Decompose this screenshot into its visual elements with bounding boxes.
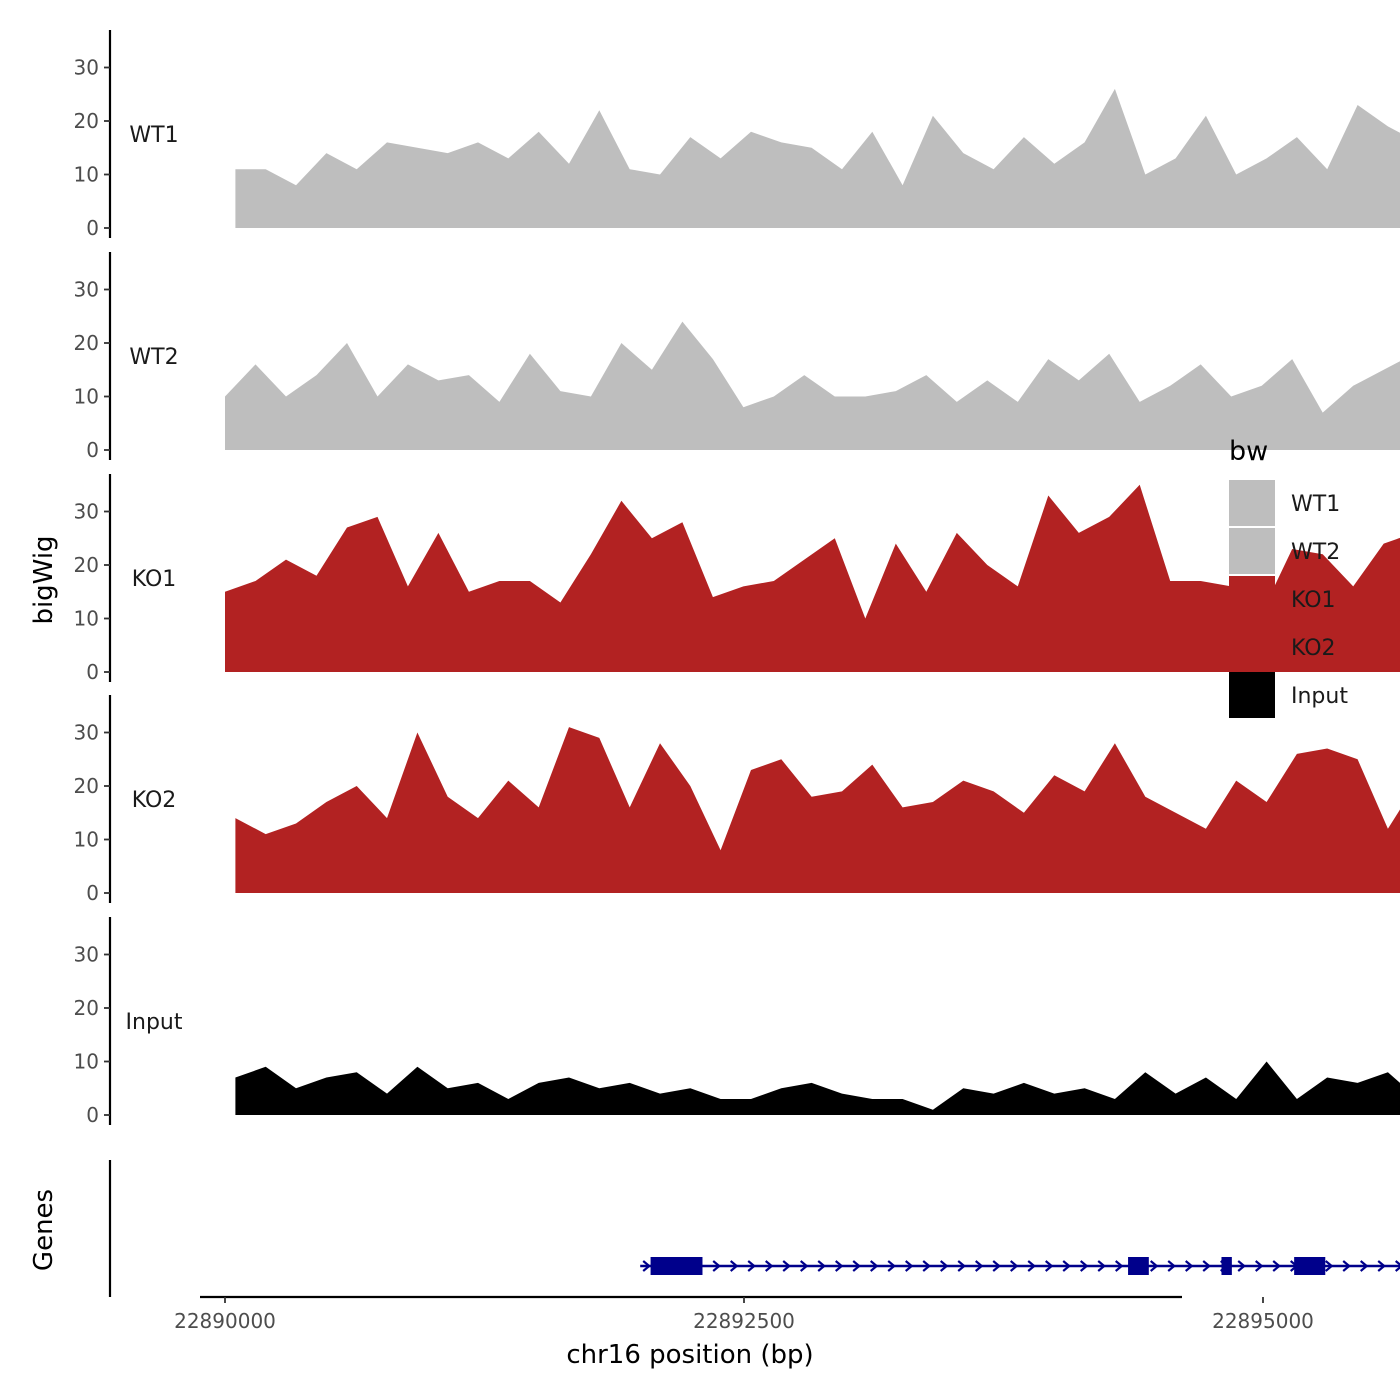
- strand-arrow: [1044, 1260, 1054, 1272]
- strand-arrow: [782, 1260, 791, 1272]
- y-tick-label: 30: [74, 943, 99, 967]
- strand-arrow: [1027, 1260, 1036, 1272]
- x-tick-label: 22890000: [174, 1309, 276, 1333]
- gene-exon: [650, 1257, 703, 1275]
- strand-arrow: [957, 1260, 966, 1272]
- x-axis: 22890000228925002289500022897500: [174, 1295, 1314, 1333]
- y-axis-title: bigWig: [29, 535, 59, 624]
- track-input: 0 10 20 30 Input: [74, 917, 1400, 1127]
- y-tick-label: 10: [74, 385, 99, 409]
- strand-arrow: [1254, 1260, 1264, 1272]
- y-tick-label: 30: [74, 56, 99, 80]
- x-axis-title: chr16 position (bp): [566, 1340, 813, 1370]
- track-label: WT1: [129, 123, 178, 148]
- strand-arrow: [1184, 1260, 1194, 1272]
- y-tick-label: 20: [74, 553, 99, 577]
- strand-arrow: [1237, 1260, 1246, 1272]
- gene-exon: [1221, 1257, 1232, 1275]
- area-ko1: [225, 484, 1400, 672]
- track-ko2: 0 10 20 30 KO2: [74, 695, 1400, 905]
- gene-track: Ahsg: [108, 1160, 1400, 1297]
- strand-arrow: [974, 1260, 984, 1272]
- area-input: [235, 1061, 1400, 1115]
- y-tick-label: 0: [86, 216, 99, 240]
- strand-arrow: [1342, 1260, 1351, 1272]
- strand-arrow: [1009, 1260, 1019, 1272]
- track-wt2: 0 10 20 30 WT2: [74, 252, 1400, 462]
- strand-arrow: [922, 1260, 931, 1272]
- track-label: WT2: [129, 345, 178, 370]
- strand-arrow: [1149, 1260, 1159, 1272]
- strand-arrow: [992, 1260, 1001, 1272]
- legend-swatch-ko1: [1229, 576, 1275, 622]
- legend-label-wt1: WT1: [1291, 492, 1340, 517]
- strand-arrow: [1114, 1260, 1124, 1272]
- strand-arrow: [852, 1260, 861, 1272]
- y-tick-label: 30: [74, 278, 99, 302]
- y-tick-label: 20: [74, 331, 99, 355]
- strand-arrow: [869, 1260, 879, 1272]
- strand-arrow: [817, 1260, 826, 1272]
- strand-arrow: [1079, 1260, 1089, 1272]
- y-tick-label: 30: [74, 721, 99, 745]
- track-label: KO1: [132, 567, 177, 592]
- strand-arrow: [642, 1260, 651, 1272]
- y-tick-label: 20: [74, 774, 99, 798]
- legend: bw WT1 WT2 KO1 KO2 Input: [1229, 436, 1348, 718]
- gene-exon: [1128, 1257, 1149, 1275]
- y-tick-label: 10: [74, 163, 99, 187]
- y-tick-label: 0: [86, 1103, 99, 1127]
- strand-arrow: [1359, 1260, 1369, 1272]
- coverage-tracks: 0 10 20 30 WT1 0 10 20 30 WT2 0 10 20 30 KO1 0 10 20 30 KO2…: [74, 30, 1400, 1127]
- strand-arrow: [1167, 1260, 1176, 1272]
- legend-swatch-ko2: [1229, 624, 1275, 670]
- area-wt2: [225, 321, 1400, 450]
- strand-arrow: [1324, 1260, 1334, 1272]
- y-tick-label: 20: [74, 109, 99, 133]
- strand-arrow: [747, 1260, 756, 1272]
- track-wt1: 0 10 20 30 WT1: [74, 30, 1400, 240]
- track-label: Input: [126, 1010, 183, 1035]
- legend-title: bw: [1229, 436, 1268, 467]
- legend-swatch-wt1: [1229, 480, 1275, 526]
- strand-arrow: [834, 1260, 844, 1272]
- strand-arrow: [1272, 1260, 1281, 1272]
- y-tick-label: 0: [86, 881, 99, 905]
- legend-label-wt2: WT2: [1291, 540, 1340, 565]
- strand-arrow: [1394, 1260, 1400, 1272]
- strand-arrow: [904, 1260, 914, 1272]
- strand-arrow: [729, 1260, 739, 1272]
- legend-label-input: Input: [1291, 684, 1348, 709]
- gene-exon: [1294, 1257, 1326, 1275]
- x-tick-label: 22895000: [1212, 1309, 1314, 1333]
- strand-arrow: [712, 1260, 721, 1272]
- area-ko2: [235, 727, 1400, 893]
- strand-arrow: [1202, 1260, 1211, 1272]
- track-ko1: 0 10 20 30 KO1: [74, 474, 1400, 684]
- y-tick-label: 0: [86, 660, 99, 684]
- y-tick-label: 0: [86, 438, 99, 462]
- track-label: KO2: [132, 788, 177, 813]
- strand-arrow: [939, 1260, 949, 1272]
- legend-swatch-wt2: [1229, 528, 1275, 574]
- x-tick-label: 22892500: [693, 1309, 795, 1333]
- area-wt1: [235, 88, 1400, 228]
- y-tick-label: 10: [74, 607, 99, 631]
- strand-arrow: [1062, 1260, 1071, 1272]
- legend-label-ko1: KO1: [1291, 588, 1336, 613]
- strand-arrow: [1097, 1260, 1106, 1272]
- y-tick-label: 10: [74, 828, 99, 852]
- legend-swatch-input: [1229, 672, 1275, 718]
- strand-arrow: [1377, 1260, 1386, 1272]
- y-tick-label: 20: [74, 996, 99, 1020]
- strand-arrow: [799, 1260, 809, 1272]
- y-tick-label: 30: [74, 500, 99, 524]
- y-tick-label: 10: [74, 1050, 99, 1074]
- strand-arrow: [764, 1260, 774, 1272]
- strand-arrow: [887, 1260, 896, 1272]
- genes-axis-title: Genes: [29, 1189, 59, 1271]
- legend-label-ko2: KO2: [1291, 636, 1336, 661]
